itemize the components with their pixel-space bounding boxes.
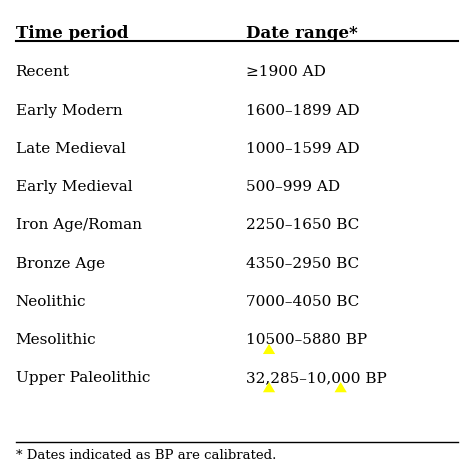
Text: Mesolithic: Mesolithic — [16, 333, 96, 347]
Text: Early Medieval: Early Medieval — [16, 180, 132, 194]
Text: Date range*: Date range* — [246, 25, 358, 42]
Text: 4350–2950 BC: 4350–2950 BC — [246, 257, 360, 271]
Text: Late Medieval: Late Medieval — [16, 142, 126, 156]
Text: Recent: Recent — [16, 66, 70, 79]
Text: 32,285–10,000 BP: 32,285–10,000 BP — [246, 371, 387, 385]
Polygon shape — [263, 344, 275, 354]
Text: 1600–1899 AD: 1600–1899 AD — [246, 104, 360, 118]
Text: 500–999 AD: 500–999 AD — [246, 180, 340, 194]
Text: Early Modern: Early Modern — [16, 104, 122, 118]
Polygon shape — [263, 382, 275, 392]
Text: 10500–5880 BP: 10500–5880 BP — [246, 333, 367, 347]
Text: Iron Age/Roman: Iron Age/Roman — [16, 219, 142, 232]
Text: 2250–1650 BC: 2250–1650 BC — [246, 219, 360, 232]
Text: ≥1900 AD: ≥1900 AD — [246, 66, 326, 79]
Text: 7000–4050 BC: 7000–4050 BC — [246, 295, 360, 309]
Text: Bronze Age: Bronze Age — [16, 257, 105, 271]
Text: Upper Paleolithic: Upper Paleolithic — [16, 371, 150, 385]
Text: Neolithic: Neolithic — [16, 295, 86, 309]
Text: * Dates indicated as BP are calibrated.: * Dates indicated as BP are calibrated. — [16, 449, 276, 462]
Text: 1000–1599 AD: 1000–1599 AD — [246, 142, 360, 156]
Polygon shape — [335, 382, 347, 392]
Text: Time period: Time period — [16, 25, 128, 42]
